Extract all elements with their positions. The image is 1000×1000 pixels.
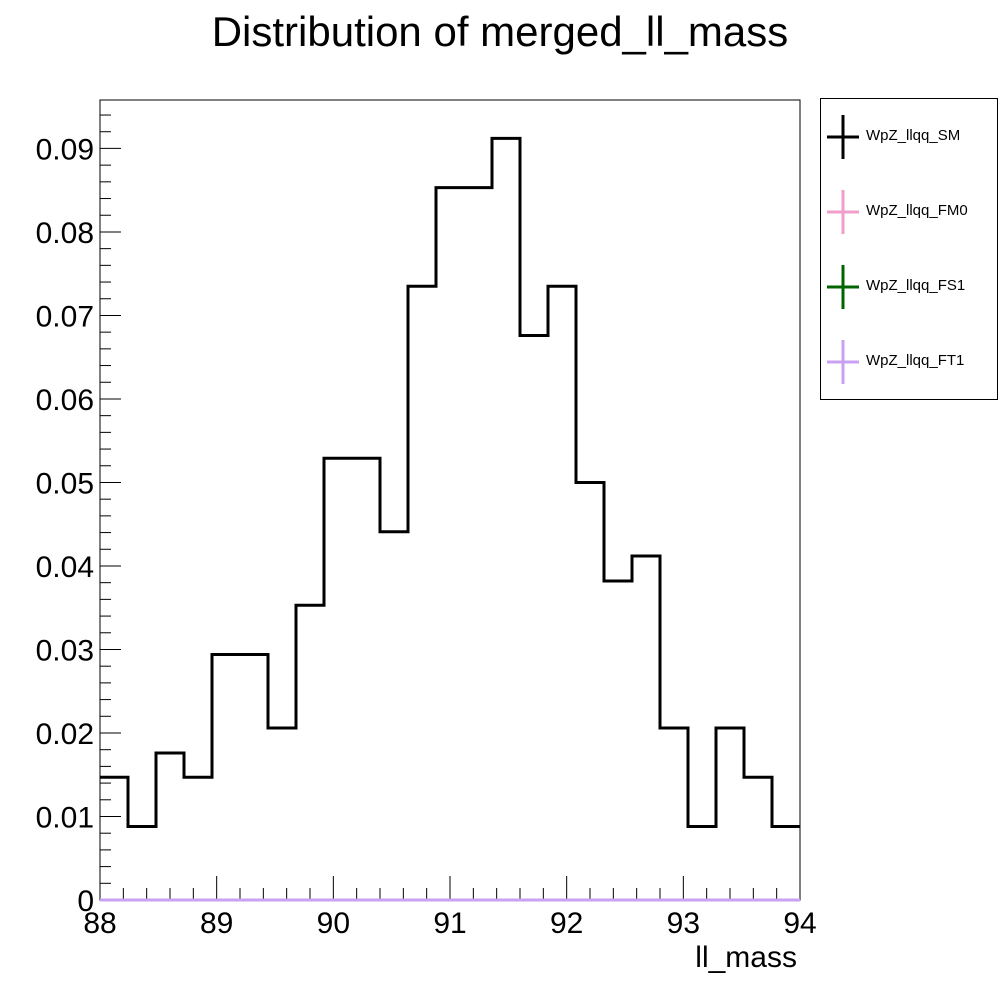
legend-label-sm: WpZ_llqq_SM [866, 127, 961, 144]
x-axis-title: ll_mass [695, 941, 797, 974]
legend-label-ft1: WpZ_llqq_FT1 [866, 352, 965, 369]
legend-label-fs1: WpZ_llqq_FS1 [866, 277, 966, 294]
histogram-series-wpz-llqq-sm [100, 136, 800, 829]
x-tick-label: 94 [783, 907, 816, 940]
y-tick-label: 0.01 [36, 801, 94, 834]
legend-marker-sm-icon [827, 115, 859, 159]
series-group [100, 136, 800, 902]
legend-label-fm0: WpZ_llqq_FM0 [866, 202, 968, 219]
legend: WpZ_llqq_SM WpZ_llqq_FM0 WpZ_llqq_FS1 Wp… [820, 98, 998, 400]
legend-entry-sm: WpZ_llqq_SM [821, 99, 997, 174]
y-tick-label: 0.04 [36, 551, 94, 584]
x-tick-label: 91 [433, 907, 466, 940]
y-tick-label: 0 [77, 885, 94, 918]
legend-entry-fm0: WpZ_llqq_FM0 [821, 174, 997, 249]
x-tick-label: 92 [550, 907, 583, 940]
y-tick-label: 0.05 [36, 467, 94, 500]
legend-marker-fs1-icon [827, 265, 859, 309]
legend-marker-fm0-icon [827, 190, 859, 234]
legend-entry-ft1: WpZ_llqq_FT1 [821, 324, 997, 399]
y-tick-label: 0.08 [36, 217, 94, 250]
x-tick-label: 93 [667, 907, 700, 940]
tick-labels: 88 89 90 91 92 93 94 0 0.01 0.02 0.03 0.04 0.05 0.06 0… [36, 133, 817, 940]
y-tick-label: 0.07 [36, 300, 94, 333]
plot-frame [99, 99, 801, 901]
y-tick-label: 0.02 [36, 718, 94, 751]
y-tick-label: 0.06 [36, 384, 94, 417]
x-tick-label: 89 [200, 907, 233, 940]
axis-ticks [99, 114, 801, 901]
x-tick-label: 88 [83, 907, 116, 940]
y-tick-label: 0.03 [36, 634, 94, 667]
chart-title: Distribution of merged_ll_mass [211, 8, 789, 55]
y-tick-label: 0.09 [36, 133, 94, 166]
legend-entry-fs1: WpZ_llqq_FS1 [821, 249, 997, 324]
legend-marker-ft1-icon [827, 340, 859, 384]
x-tick-label: 90 [317, 907, 350, 940]
